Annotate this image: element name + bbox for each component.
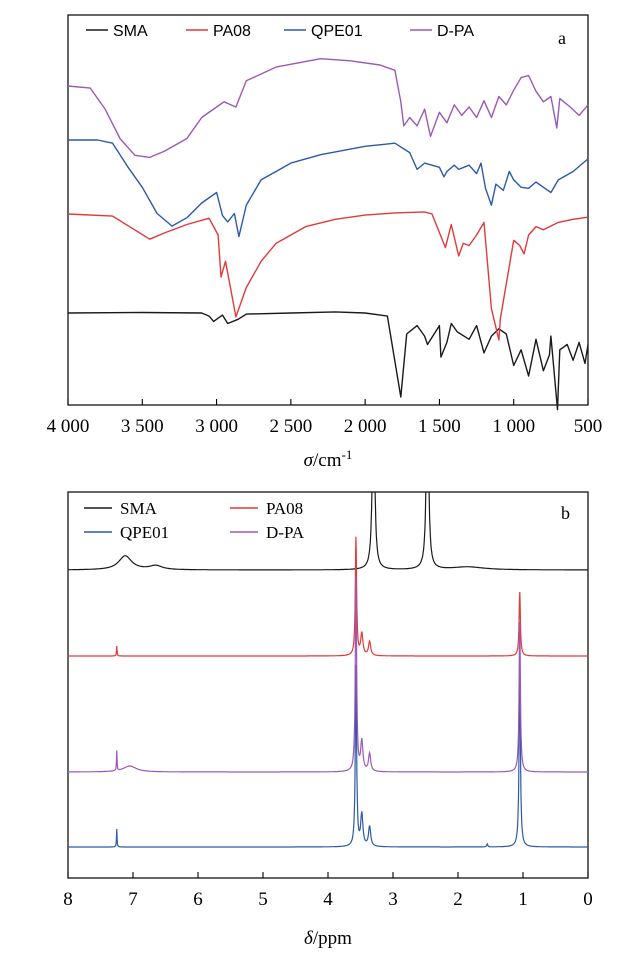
- x-tick-label: 5: [258, 889, 268, 910]
- panel-b-x-unit: /ppm: [313, 928, 352, 949]
- legend-label-pa08: PA08: [266, 499, 303, 518]
- x-tick-label: 500: [574, 416, 603, 437]
- panel-a-ftir: 4 000 3 500 3 000 2 500 2 000 1 500 1 000 500 S…: [47, 14, 603, 471]
- panel-b-frame: [67, 491, 589, 879]
- legend-label-pa08: PA08: [213, 23, 251, 40]
- x-tick-label: 1: [518, 889, 528, 910]
- series-line-sma: [68, 492, 588, 571]
- series-line-sma: [67, 311, 589, 411]
- x-tick-label: 2 500: [269, 416, 312, 437]
- x-tick-label: 1 500: [418, 416, 461, 437]
- legend-label-d-pa: D-PA: [266, 523, 305, 542]
- x-tick-label: 1 000: [492, 416, 535, 437]
- panel-a-x-unit: /cm: [313, 450, 342, 471]
- x-tick-label: 3 000: [195, 416, 238, 437]
- legend-label-sma: SMA: [113, 23, 148, 40]
- panel-b-nmr: 8 7 6 5 4 3 2 1 0 SMA PA08 QPE01 D-PA b δ/ppm: [63, 491, 593, 949]
- panel-b-legend: SMA PA08 QPE01 D-PA: [84, 499, 305, 542]
- legend-label-qpe01: QPE01: [120, 523, 169, 542]
- x-tick-label: 4: [323, 889, 333, 910]
- legend-label-qpe01: QPE01: [311, 23, 363, 40]
- panel-b-traces: [68, 492, 588, 848]
- x-tick-label: 2: [453, 889, 463, 910]
- panel-a-x-axis-label: σ/cm-1: [304, 447, 353, 471]
- x-tick-label: 8: [63, 889, 73, 910]
- series-line-qpe01: [68, 139, 589, 238]
- panel-a-traces: [67, 58, 589, 411]
- series-line-pa08: [67, 211, 589, 341]
- series-line-d-pa: [68, 575, 588, 773]
- x-tick-label: 4 000: [47, 416, 90, 437]
- x-tick-label: 0: [583, 889, 593, 910]
- series-line-d-pa: [67, 58, 589, 159]
- series-line-pa08: [68, 536, 588, 657]
- panel-b-x-axis-label: δ/ppm: [304, 928, 352, 949]
- x-tick-label: 2 000: [344, 416, 387, 437]
- panel-a-x-ticks: 4 000 3 500 3 000 2 500 2 000 1 500 1 000 500: [47, 399, 603, 437]
- x-tick-label: 7: [128, 889, 138, 910]
- legend-label-sma: SMA: [120, 499, 158, 518]
- panel-b-x-ticks: 8 7 6 5 4 3 2 1 0: [63, 872, 593, 910]
- x-tick-label: 3: [388, 889, 398, 910]
- panel-b-x-symbol: δ: [304, 928, 314, 949]
- panel-a-frame: [67, 14, 589, 406]
- panel-a-x-unit-sup: -1: [342, 447, 353, 462]
- x-tick-label: 3 500: [121, 416, 164, 437]
- legend-label-d-pa: D-PA: [437, 23, 474, 40]
- panel-a-legend: SMA PA08 QPE01 D-PA: [86, 23, 474, 40]
- panel-a-x-symbol: σ: [304, 450, 314, 471]
- x-tick-label: 6: [193, 889, 203, 910]
- series-line-qpe01: [68, 656, 588, 848]
- panel-a-label: a: [558, 28, 566, 48]
- panel-b-label: b: [561, 503, 570, 523]
